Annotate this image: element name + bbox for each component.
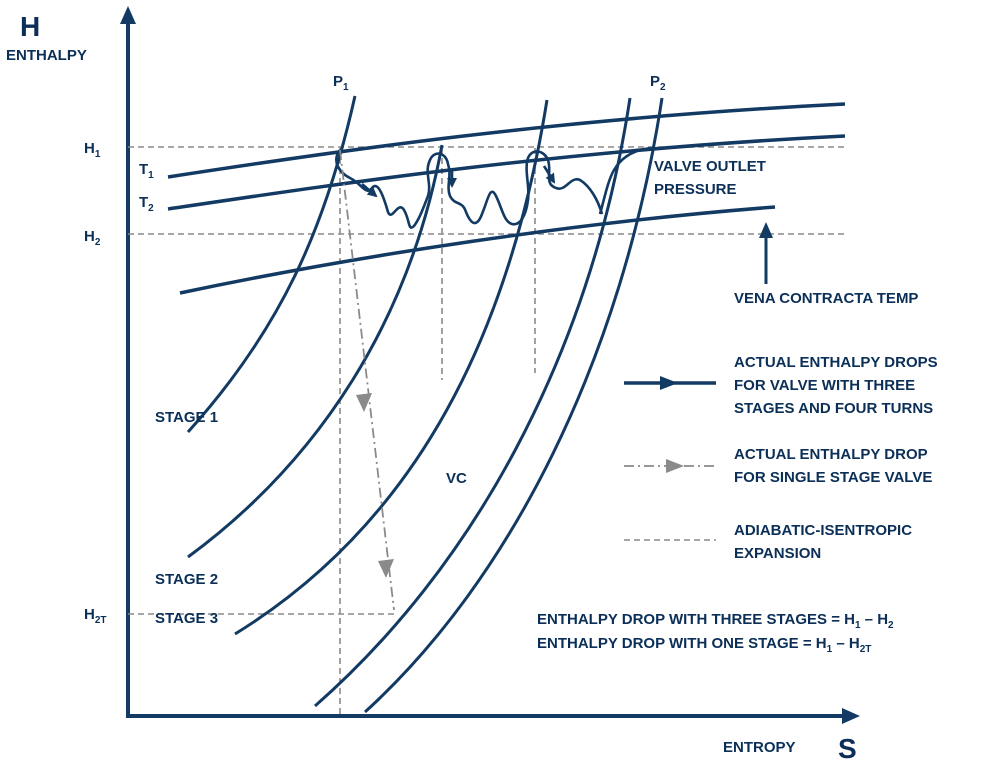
x-axis-label: ENTROPY — [723, 739, 796, 756]
single-stage-arrowhead-1 — [356, 393, 372, 412]
vc-label: VC — [446, 470, 467, 487]
arrow-1 — [361, 183, 378, 198]
p1-label: P1 — [333, 73, 349, 93]
legend-actual-multi-line2: FOR VALVE WITH THREE — [734, 377, 915, 394]
vena-contracta-pointer-arrowhead — [759, 222, 773, 238]
legend-actual-single-arrowhead — [666, 459, 684, 473]
y-axis-letter: H — [20, 11, 40, 42]
stage1-curve — [187, 144, 444, 559]
stage1-label: STAGE 1 — [155, 409, 218, 426]
arrow-3 — [542, 165, 556, 184]
h1-label: H1 — [84, 140, 101, 160]
stage3-curve — [314, 97, 632, 708]
h2-label: H2 — [84, 228, 101, 248]
equation-one-stage: ENTHALPY DROP WITH ONE STAGE = H1 – H2T — [537, 635, 871, 655]
stage2-label: STAGE 2 — [155, 571, 218, 588]
single-stage-dashdot — [339, 149, 395, 611]
vena-contracta-label: VENA CONTRACTA TEMP — [734, 290, 918, 307]
t1-curve — [167, 102, 846, 179]
legend-adiabatic-line2: EXPANSION — [734, 545, 821, 562]
x-axis-letter: S — [838, 733, 857, 764]
t2-curve — [167, 134, 846, 211]
p2-label: P2 — [650, 73, 666, 93]
single-stage-path — [339, 149, 395, 611]
legend-actual-multi-arrowhead — [660, 376, 678, 390]
legend-actual-multi-line1: ACTUAL ENTHALPY DROPS — [734, 354, 938, 371]
stage1-squiggle — [335, 149, 604, 229]
t2-label: T2 — [139, 194, 154, 214]
actual-drop-paths — [335, 146, 653, 229]
single-stage-arrowhead-2 — [378, 559, 394, 578]
axes — [120, 6, 860, 724]
p1-curve — [186, 95, 357, 434]
y-axis-label: ENTHALPY — [6, 47, 87, 64]
reference-lines — [128, 146, 848, 716]
h2t-label: H2T — [84, 606, 107, 626]
vena-contracta-curve — [179, 205, 776, 295]
equation-three-stages: ENTHALPY DROP WITH THREE STAGES = H1 – H… — [537, 611, 894, 631]
y-axis-arrowhead — [120, 6, 136, 24]
x-axis-arrowhead — [842, 708, 860, 724]
legend-actual-single-line2: FOR SINGLE STAGE VALVE — [734, 469, 932, 486]
legend: ACTUAL ENTHALPY DROPS FOR VALVE WITH THR… — [624, 354, 938, 562]
legend-adiabatic-line1: ADIABATIC-ISENTROPIC — [734, 522, 912, 539]
t1-label: T1 — [139, 161, 154, 181]
stage3-label: STAGE 3 — [155, 610, 218, 627]
valve-outlet-label-line1: VALVE OUTLET — [654, 158, 766, 175]
valve-outlet-label-line2: PRESSURE — [654, 181, 737, 198]
legend-actual-multi-line3: STAGES AND FOUR TURNS — [734, 400, 933, 417]
p2-curve — [363, 97, 664, 714]
final-turn — [598, 146, 653, 215]
temperature-curves — [167, 102, 846, 295]
legend-actual-single-line1: ACTUAL ENTHALPY DROP — [734, 446, 928, 463]
stage2-curve — [234, 99, 549, 636]
